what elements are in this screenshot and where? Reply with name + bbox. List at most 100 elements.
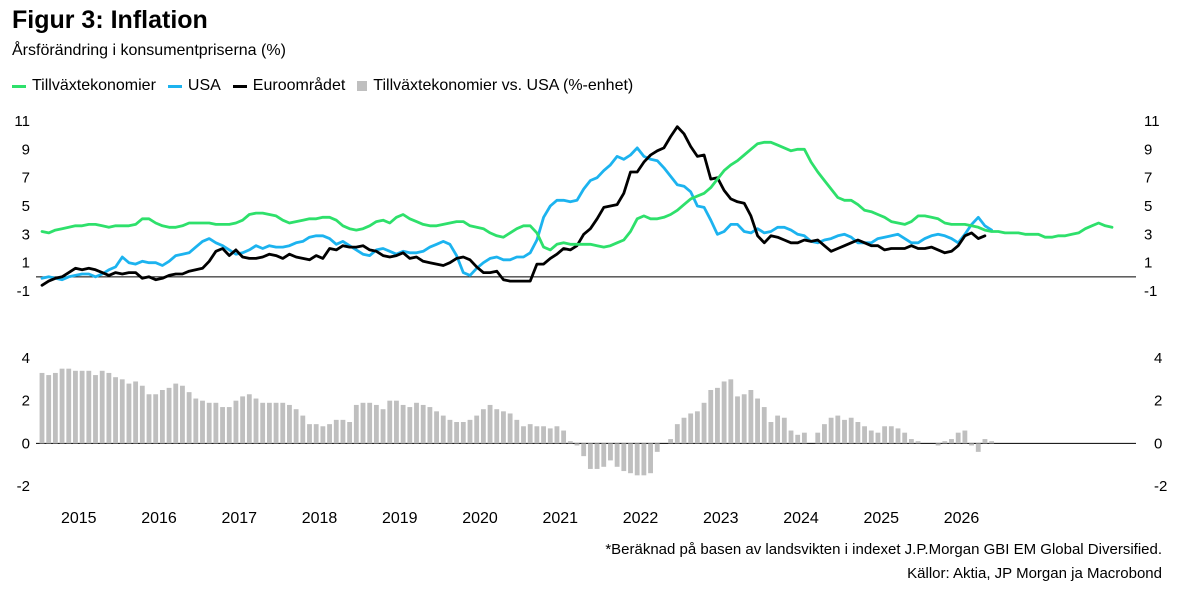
diff-bar	[474, 415, 480, 444]
bottom-ytick-right-label: 0	[1154, 435, 1162, 452]
diff-bar	[875, 432, 881, 444]
xtick-year-label: 2022	[623, 510, 659, 527]
diff-bar	[527, 424, 533, 444]
diff-bar	[587, 443, 593, 469]
bottom-ytick-left-label: -2	[17, 478, 30, 495]
xtick-year-label: 2019	[382, 510, 418, 527]
diff-bar	[949, 439, 954, 444]
diff-bar	[427, 407, 433, 444]
diff-bar	[173, 383, 179, 444]
xtick-year-label: 2017	[221, 510, 257, 527]
diff-bar	[801, 432, 807, 444]
diff-bar	[494, 409, 500, 444]
chart-subtitle: Årsförändring i konsumentpriserna (%)	[12, 42, 286, 59]
diff-bar	[360, 402, 366, 444]
diff-bar	[273, 402, 279, 444]
diff-bar	[260, 402, 266, 444]
diff-bar	[641, 443, 647, 476]
diff-bar	[133, 381, 139, 444]
bottom-ytick-right-label: 2	[1154, 393, 1162, 410]
diff-bar	[848, 417, 854, 444]
diff-bar	[340, 419, 346, 444]
diff-bar	[93, 375, 98, 444]
diff-bar	[721, 381, 727, 444]
diff-bar	[240, 396, 246, 444]
xtick-year-label: 2020	[462, 510, 498, 527]
diff-bar	[487, 404, 493, 444]
bottom-ytick-right-label: -2	[1154, 478, 1167, 495]
diff-bar	[628, 443, 633, 474]
diff-bar	[648, 443, 653, 474]
diff-bar	[795, 434, 801, 444]
diff-bar	[387, 400, 393, 444]
diff-bar	[206, 402, 212, 444]
diff-bar	[86, 370, 92, 444]
xtick-year-label: 2021	[542, 510, 578, 527]
diff-bar	[480, 409, 486, 444]
xtick-year-label: 2018	[302, 510, 338, 527]
diff-bar	[440, 415, 446, 444]
diff-bar	[300, 415, 306, 444]
legend-item-euro: Euroområdet	[232, 77, 345, 95]
series-line	[40, 146, 993, 282]
diff-bar	[119, 379, 125, 444]
diff-bar	[962, 430, 968, 444]
legend-swatch-usa	[167, 84, 182, 88]
diff-bar	[313, 424, 319, 444]
top-ytick-left-label: 11	[14, 113, 30, 130]
diff-bar	[715, 387, 720, 444]
legend-swatch-euro	[232, 84, 247, 88]
chart-title: Figur 3: Inflation	[12, 6, 208, 34]
diff-bar	[73, 370, 78, 444]
diff-bar	[126, 383, 132, 444]
diff-bar	[581, 443, 587, 457]
diff-bar	[942, 441, 948, 444]
bottom-ytick-left-label: 0	[22, 435, 30, 452]
diff-bar	[788, 430, 794, 444]
diff-bar	[353, 404, 359, 444]
diff-bar	[735, 396, 740, 444]
diff-bar	[467, 419, 473, 444]
diff-bar	[193, 398, 199, 444]
diff-bar	[614, 443, 620, 467]
diff-bar	[835, 415, 841, 444]
top-ytick-left-label: 1	[22, 255, 30, 272]
top-ytick-left-label: 5	[22, 198, 30, 215]
legend-item-em: Tillväxtekonomier	[12, 77, 156, 95]
diff-bar	[233, 400, 239, 444]
series-line	[40, 125, 987, 287]
diff-bar	[654, 443, 660, 452]
xtick-year-label: 2016	[141, 510, 177, 527]
diff-bar	[708, 390, 714, 444]
diff-bar	[955, 432, 961, 444]
diff-bar	[454, 422, 460, 444]
diff-bar	[367, 402, 373, 444]
top-ytick-right-label: 3	[1144, 226, 1152, 243]
diff-bar	[842, 419, 847, 444]
diff-bar	[822, 424, 827, 444]
diff-bar	[761, 407, 767, 444]
diff-bar	[634, 443, 640, 476]
top-ytick-right-label: 9	[1144, 141, 1152, 158]
top-ytick-left-label: 3	[22, 226, 30, 243]
diff-bar	[106, 372, 112, 444]
diff-bar	[908, 439, 914, 444]
diff-bar	[327, 424, 332, 444]
diff-bar	[39, 372, 45, 444]
diff-bar	[266, 402, 272, 444]
diff-bar	[320, 426, 326, 444]
footnote: *Beräknad på basen av landsvikten i inde…	[605, 541, 1162, 558]
diff-bar	[52, 372, 58, 444]
diff-bar	[895, 428, 901, 444]
diff-bar	[113, 377, 118, 444]
xtick-year-label: 2026	[944, 510, 980, 527]
diff-bar	[741, 394, 747, 444]
series-line	[40, 140, 1114, 252]
diff-bar	[755, 398, 760, 444]
top-ytick-right-label: 5	[1144, 198, 1152, 215]
diff-bar	[547, 428, 553, 444]
diff-bar	[594, 443, 600, 469]
diff-bar	[514, 419, 520, 444]
top-ytick-left-label: -1	[17, 283, 30, 300]
